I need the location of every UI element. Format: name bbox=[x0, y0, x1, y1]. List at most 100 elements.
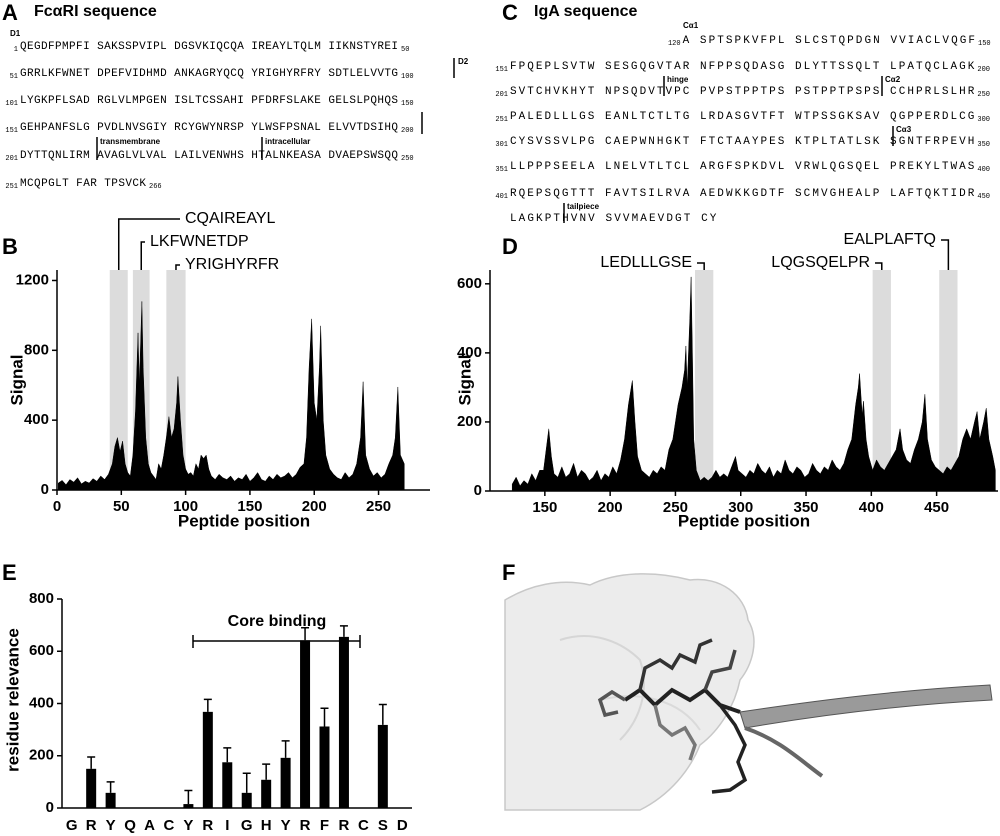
sequence-line: QEGDFPMPFI SAKSSPVIPL DGSVKIQCQA IREAYLT… bbox=[20, 41, 398, 53]
y-tick-label: 0 bbox=[41, 481, 49, 498]
domain-marker: intracellular bbox=[265, 137, 310, 146]
panel-label: D bbox=[502, 234, 518, 259]
x-tick-label: 350 bbox=[794, 499, 819, 516]
x-tick-label: 50 bbox=[113, 498, 130, 515]
sequence-line: LLPPPSEELA LNELVTLTCL ARGFSPKDVL VRWLQGS… bbox=[510, 161, 975, 173]
domain-marker: transmembrane bbox=[100, 137, 161, 146]
x-axis-label: Peptide position bbox=[178, 511, 310, 530]
y-tick-label: 600 bbox=[29, 642, 54, 659]
line-end-number: 400 bbox=[977, 166, 990, 174]
bar bbox=[280, 757, 291, 808]
leader-line bbox=[140, 241, 145, 270]
bar bbox=[105, 792, 116, 808]
sequence-line: SVTCHVKHYT NPSQDVTVPC PVPSTPPTPS PSTPPTP… bbox=[510, 86, 975, 98]
x-tick-label: Y bbox=[183, 817, 193, 834]
panel-title: IgA sequence bbox=[534, 3, 638, 20]
domain-marker: D2 bbox=[458, 57, 469, 66]
domain-marker: Cα1 bbox=[683, 21, 699, 30]
x-tick-label: 300 bbox=[728, 499, 753, 516]
y-tick-label: 0 bbox=[474, 482, 482, 499]
domain-marker: tailpiece bbox=[567, 202, 600, 211]
y-tick-label: 200 bbox=[29, 747, 54, 764]
y-tick-label: 600 bbox=[457, 275, 482, 292]
x-tick-label: C bbox=[164, 817, 175, 834]
x-tick-label: I bbox=[225, 817, 229, 834]
highlight-band bbox=[872, 270, 891, 491]
peptide-backbone bbox=[623, 687, 741, 714]
peptide-label: LKFWNETDP bbox=[150, 233, 249, 250]
y-tick-label: 0 bbox=[46, 799, 54, 816]
line-end-number: 250 bbox=[977, 91, 990, 99]
highlight-band bbox=[939, 270, 958, 491]
line-end-number: 100 bbox=[401, 73, 414, 81]
line-end-number: 200 bbox=[977, 66, 990, 74]
sequence-line: CYSVSSVLPG CAEPWNHGKT FTCTAAYPES KTPLTAT… bbox=[510, 136, 974, 148]
error-bar bbox=[106, 781, 115, 793]
x-tick-label: S bbox=[378, 817, 388, 834]
line-end-number: 300 bbox=[977, 116, 990, 124]
x-tick-label: 250 bbox=[663, 499, 688, 516]
domain-marker: Cα3 bbox=[896, 125, 912, 134]
bar bbox=[202, 711, 213, 808]
line-end-number: 50 bbox=[401, 46, 409, 54]
panel-label: E bbox=[2, 560, 17, 585]
y-tick-label: 400 bbox=[24, 411, 49, 428]
x-tick-label: 200 bbox=[302, 498, 327, 515]
x-tick-label: 0 bbox=[53, 498, 61, 515]
error-bar bbox=[223, 747, 232, 763]
domain-marker: D1 bbox=[10, 29, 21, 38]
peptide-label: LQGSQELPR bbox=[771, 254, 870, 271]
sequence-line: FPQEPLSVTW SESGQGVTAR NFPPSQDASG DLYTTSS… bbox=[510, 61, 975, 73]
line-start-number: 301 bbox=[495, 141, 508, 149]
bar bbox=[300, 640, 311, 808]
protein-surface bbox=[504, 573, 755, 811]
x-tick-label: Q bbox=[124, 817, 136, 834]
line-start-number: 151 bbox=[495, 66, 508, 74]
x-tick-label: C bbox=[358, 817, 369, 834]
y-axis-label: Signal bbox=[455, 354, 474, 405]
sequence-line: GEHPANFSLG PVDLNVSGIY RCYGWYNRSP YLWSFPS… bbox=[20, 122, 398, 134]
x-tick-label: 450 bbox=[924, 499, 949, 516]
error-bar bbox=[87, 756, 96, 769]
x-tick-label: D bbox=[397, 817, 408, 834]
y-tick-label: 400 bbox=[457, 344, 482, 361]
x-tick-label: Y bbox=[106, 817, 116, 834]
x-tick-label: G bbox=[66, 817, 78, 834]
line-start-number: 201 bbox=[5, 155, 18, 163]
sequence-line: LAGKPTHVNV SVVMAEVDGT CY bbox=[510, 213, 717, 225]
x-tick-label: 200 bbox=[598, 499, 623, 516]
error-bar bbox=[301, 626, 310, 641]
side-chain bbox=[653, 704, 697, 761]
line-start-number: 101 bbox=[5, 100, 18, 108]
panel-label: B bbox=[2, 234, 18, 259]
error-bar bbox=[378, 703, 387, 725]
peptide-label: YRIGHYRFR bbox=[185, 256, 279, 273]
x-tick-label: R bbox=[86, 817, 97, 834]
y-tick-label: 200 bbox=[457, 413, 482, 430]
sequence-line: A SPTSPKVFPL SLCSTQPDGN VVIACLVQGF bbox=[683, 35, 975, 47]
domain-marker: hinge bbox=[667, 75, 689, 84]
error-bar bbox=[281, 740, 290, 758]
ribbon bbox=[739, 684, 993, 729]
leader-line bbox=[875, 262, 883, 270]
leader-line bbox=[941, 239, 950, 270]
signal-area bbox=[511, 276, 996, 492]
x-tick-label: 400 bbox=[859, 499, 884, 516]
leader-line bbox=[175, 264, 180, 270]
x-tick-label: R bbox=[202, 817, 213, 834]
line-start-number: 201 bbox=[495, 91, 508, 99]
line-end-number: 200 bbox=[401, 127, 414, 135]
x-tick-label: 100 bbox=[173, 498, 198, 515]
line-end-number: 150 bbox=[401, 100, 414, 108]
x-tick-label: A bbox=[144, 817, 155, 834]
line-end-number: 266 bbox=[149, 183, 162, 191]
error-bar bbox=[320, 707, 329, 727]
y-tick-label: 800 bbox=[24, 341, 49, 358]
line-end-number: 450 bbox=[977, 193, 990, 201]
annotation: Core binding bbox=[228, 613, 327, 630]
x-tick-label: R bbox=[300, 817, 311, 834]
sequence-line: RQEPSQGTTT FAVTSILRVA AEDWKKGDTF SCMVGHE… bbox=[510, 188, 975, 200]
side-chain bbox=[638, 638, 713, 691]
y-axis-label: residue relevance bbox=[3, 628, 22, 772]
